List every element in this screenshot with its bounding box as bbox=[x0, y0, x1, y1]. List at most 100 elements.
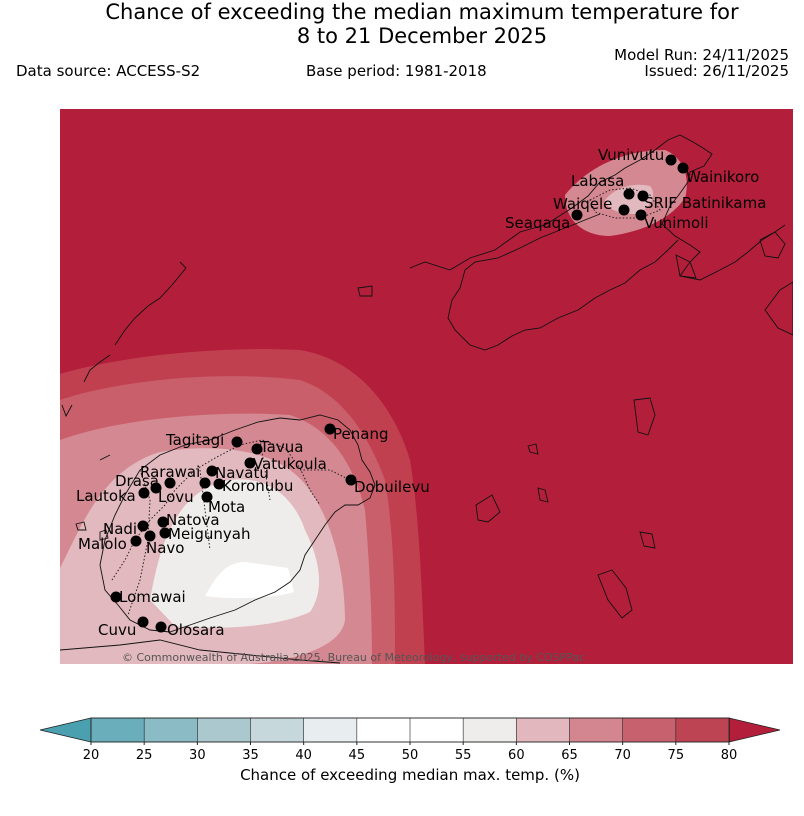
vanua-levu-districts bbox=[589, 187, 661, 219]
yasawa-coast bbox=[61, 261, 187, 461]
islet-7 bbox=[639, 531, 656, 549]
malolo-islet bbox=[75, 521, 87, 531]
location-marker bbox=[637, 190, 649, 202]
colorbar-swatch bbox=[250, 717, 305, 743]
location-label: Navatu bbox=[215, 464, 269, 482]
location-label: Nadi bbox=[103, 520, 137, 538]
location-label: Vatukoula bbox=[253, 455, 327, 473]
colorbar-tick-label: 40 bbox=[295, 748, 312, 763]
location-marker bbox=[201, 491, 213, 503]
location-label: Olosara bbox=[167, 621, 225, 639]
location-marker bbox=[324, 423, 336, 435]
location-marker bbox=[571, 209, 583, 221]
kadavu-coast bbox=[60, 639, 341, 664]
location-label: Natova bbox=[166, 511, 220, 529]
title-line-1: Chance of exceeding the median maximum t… bbox=[105, 0, 739, 24]
location-marker bbox=[231, 436, 243, 448]
colorbar-tick-label: 35 bbox=[242, 748, 259, 763]
location-label: Dobuilevu bbox=[354, 478, 430, 496]
location-marker bbox=[677, 162, 689, 174]
base-period: Base period: 1981-2018 bbox=[306, 62, 487, 80]
location-marker bbox=[159, 527, 171, 539]
location-label: Tavua bbox=[259, 438, 303, 456]
colorbar-swatch bbox=[356, 717, 411, 743]
location-label: Navo bbox=[146, 539, 184, 557]
location-marker bbox=[345, 474, 357, 486]
location-labels: Vunivutu Wainikoro Labasa SRIF Batinikama Wa… bbox=[76, 146, 766, 639]
colorbar-swatch bbox=[409, 717, 464, 743]
location-label: Lautoka bbox=[76, 487, 136, 505]
location-label: Penang bbox=[333, 425, 388, 443]
location-marker bbox=[665, 154, 677, 166]
islet-4 bbox=[537, 487, 549, 503]
location-label: Vunimoli bbox=[644, 214, 709, 232]
location-label: Waiqele bbox=[553, 195, 612, 213]
chart-title: Chance of exceeding the median maximum t… bbox=[0, 0, 804, 48]
colorbar-tick-label: 30 bbox=[189, 748, 206, 763]
location-label: Labasa bbox=[571, 172, 624, 190]
viti-levu-coast bbox=[99, 414, 376, 633]
location-marker bbox=[635, 209, 647, 221]
location-marker bbox=[110, 591, 122, 603]
probability-field bbox=[60, 109, 793, 664]
colorbar-swatch bbox=[303, 717, 358, 743]
vanua-levu-coast bbox=[409, 134, 786, 351]
location-marker bbox=[251, 443, 263, 455]
colorbar-over-triangle bbox=[728, 717, 781, 743]
colorbar-swatch bbox=[197, 717, 252, 743]
colorbar-swatch bbox=[143, 717, 199, 743]
coastlines bbox=[60, 134, 793, 664]
location-label: Wainikoro bbox=[686, 168, 759, 186]
islet-5 bbox=[527, 443, 539, 455]
colorbar-swatches bbox=[90, 717, 730, 743]
location-marker bbox=[199, 477, 211, 489]
location-label: Tagitagi bbox=[165, 431, 224, 449]
location-marker bbox=[164, 477, 176, 489]
location-label: Mota bbox=[208, 498, 245, 516]
mamanuca-islet bbox=[99, 529, 109, 541]
islet-2 bbox=[633, 397, 656, 436]
colorbar-tick-label: 70 bbox=[614, 748, 631, 763]
east-coast bbox=[764, 281, 793, 336]
colorbar-tick-label: 50 bbox=[402, 748, 419, 763]
location-label: Drasa bbox=[115, 472, 159, 490]
location-marker bbox=[244, 457, 256, 469]
islet-3 bbox=[475, 494, 501, 523]
location-marker bbox=[144, 530, 156, 542]
location-label: Meigunyah bbox=[168, 525, 250, 543]
location-label: Lomawai bbox=[119, 588, 186, 606]
location-marker bbox=[138, 487, 150, 499]
location-marker bbox=[150, 482, 162, 494]
location-marker bbox=[206, 465, 218, 477]
colorbar-swatch bbox=[622, 717, 677, 743]
location-marker bbox=[137, 520, 149, 532]
islet-6 bbox=[597, 569, 633, 619]
location-marker bbox=[618, 204, 630, 216]
title-line-2: 8 to 21 December 2025 bbox=[296, 24, 548, 48]
location-marker bbox=[130, 535, 142, 547]
location-label: Seaqaqa bbox=[505, 214, 570, 232]
colorbar-swatch bbox=[675, 717, 730, 743]
colorbar-swatch bbox=[462, 717, 518, 743]
colorbar-tick-label: 75 bbox=[668, 748, 685, 763]
colorbar-tick-label: 65 bbox=[561, 748, 578, 763]
location-marker bbox=[623, 188, 635, 200]
location-marker bbox=[157, 516, 169, 528]
location-label: Vunivutu bbox=[598, 146, 664, 164]
location-marker bbox=[213, 478, 225, 490]
location-marker bbox=[137, 616, 149, 628]
colorbar-under-triangle bbox=[39, 717, 92, 743]
islet-1 bbox=[357, 285, 373, 297]
model-run: Model Run: 24/11/2025 bbox=[614, 46, 789, 64]
copyright-text: © Commonwealth of Australia 2025, Bureau… bbox=[122, 651, 585, 664]
location-label: Rarawai bbox=[140, 463, 200, 481]
location-marker bbox=[155, 621, 167, 633]
district-boundaries bbox=[111, 187, 661, 616]
colorbar-label: Chance of exceeding median max. temp. (%… bbox=[240, 766, 580, 784]
issued-date: Issued: 26/11/2025 bbox=[644, 62, 789, 80]
location-label: SRIF Batinikama bbox=[644, 194, 766, 212]
colorbar-swatch bbox=[516, 717, 571, 743]
islet-8 bbox=[675, 254, 697, 279]
colorbar-tick-label: 45 bbox=[349, 748, 366, 763]
